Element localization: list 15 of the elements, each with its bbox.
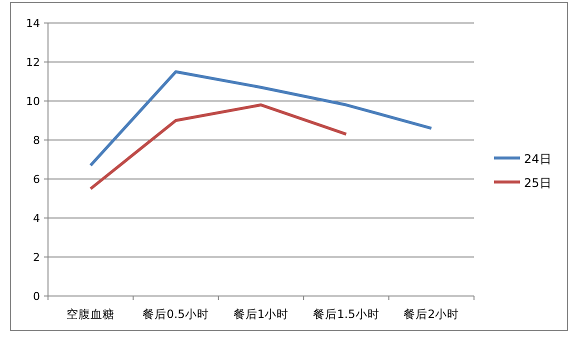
y-tick-label: 4 — [33, 212, 40, 225]
x-tick-label: 餐后1小时 — [233, 307, 289, 321]
legend-label: 25日 — [524, 176, 552, 190]
x-tick-label: 餐后2小时 — [404, 307, 460, 321]
y-tick-label: 10 — [26, 95, 40, 108]
y-tick-label: 12 — [26, 56, 40, 69]
x-tick-label: 餐后1.5小时 — [313, 307, 380, 321]
y-tick-label: 14 — [26, 17, 40, 30]
y-tick-label: 6 — [33, 173, 40, 186]
y-tick-label: 2 — [33, 251, 40, 264]
legend-label: 24日 — [524, 152, 552, 166]
y-tick-label: 8 — [33, 134, 40, 147]
y-tick-label: 0 — [33, 290, 40, 303]
x-tick-label: 空腹血糖 — [66, 307, 115, 321]
x-tick-label: 餐后0.5小时 — [142, 307, 209, 321]
